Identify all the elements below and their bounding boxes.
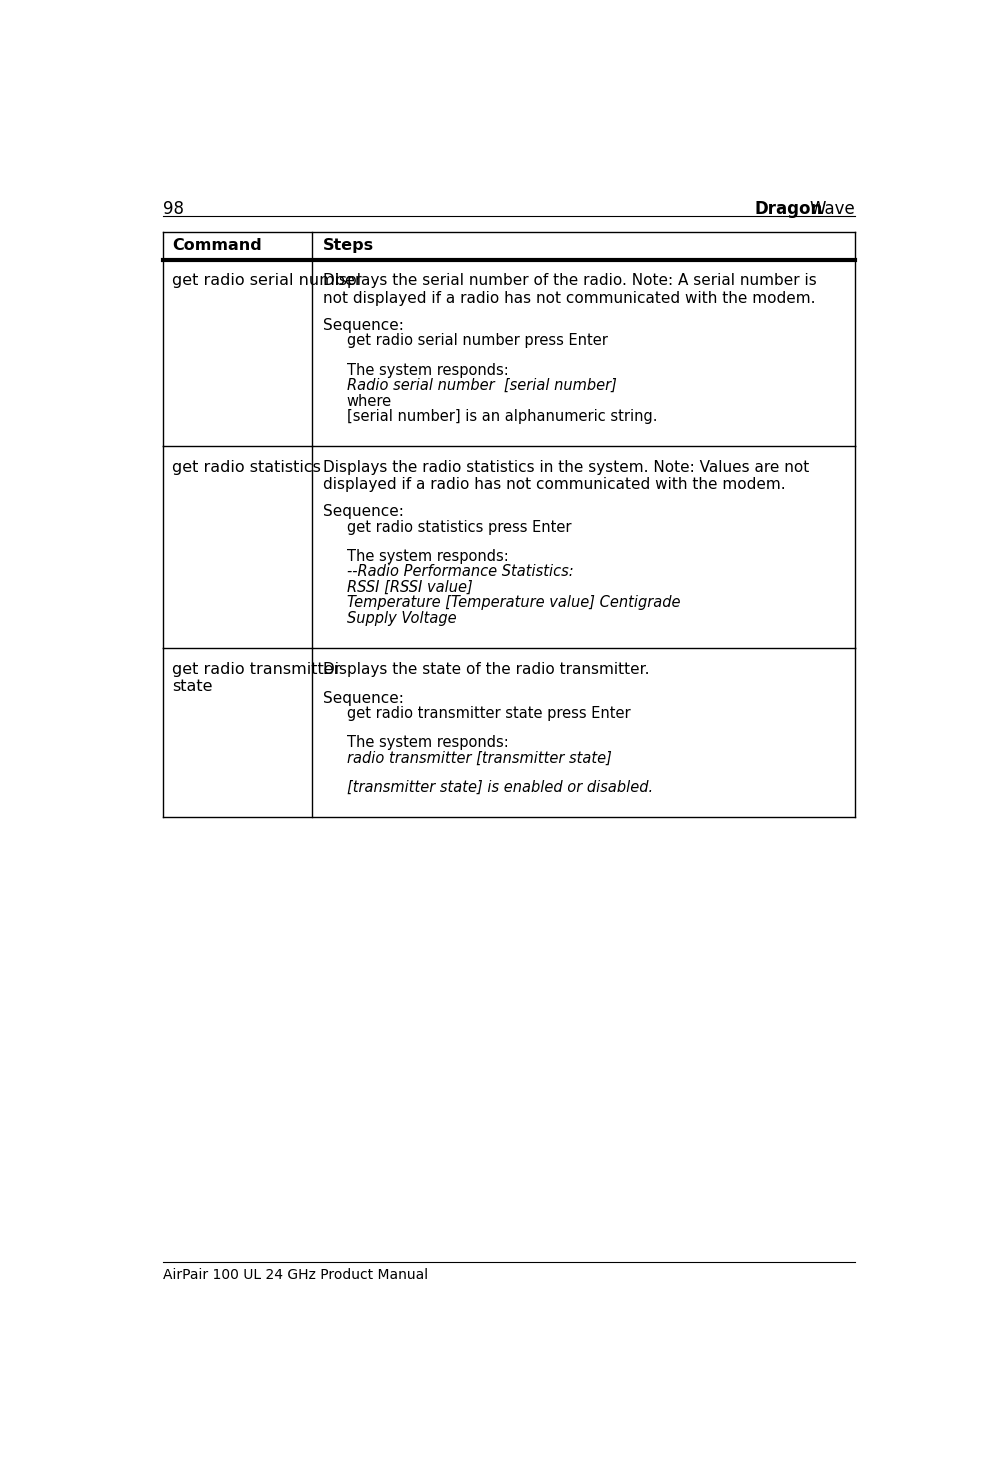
Text: Radio serial number  [serial number]: Radio serial number [serial number] [346,378,616,393]
Text: Steps: Steps [324,237,375,254]
Text: [serial number] is an alphanumeric string.: [serial number] is an alphanumeric strin… [346,409,657,424]
Text: get radio serial number press Enter: get radio serial number press Enter [346,334,607,349]
Text: Temperature [Temperature value] Centigrade: Temperature [Temperature value] Centigra… [346,595,680,611]
Text: Supply Voltage: Supply Voltage [346,611,456,626]
Text: get radio transmitter
state: get radio transmitter state [173,661,340,694]
Text: where: where [346,393,391,408]
Text: Command: Command [173,237,262,254]
Text: get radio transmitter state press Enter: get radio transmitter state press Enter [346,706,630,721]
Text: radio transmitter [transmitter state]: radio transmitter [transmitter state] [346,750,611,765]
Text: Sequence:: Sequence: [324,317,404,334]
Text: RSSI [RSSI value]: RSSI [RSSI value] [346,580,472,595]
Text: Displays the state of the radio transmitter.: Displays the state of the radio transmit… [324,661,649,676]
Text: 98: 98 [163,200,183,218]
Text: The system responds:: The system responds: [346,736,508,750]
Text: The system responds:: The system responds: [346,549,508,564]
Text: Sequence:: Sequence: [324,504,404,519]
Text: AirPair 100 UL 24 GHz Product Manual: AirPair 100 UL 24 GHz Product Manual [163,1268,428,1283]
Text: get radio statistics press Enter: get radio statistics press Enter [346,521,571,535]
Text: Wave: Wave [809,200,855,218]
Text: Dragon: Dragon [754,200,822,218]
Text: --Radio Performance Statistics:: --Radio Performance Statistics: [346,565,573,580]
Text: get radio statistics: get radio statistics [173,460,321,475]
Text: [transmitter state] is enabled or disabled.: [transmitter state] is enabled or disabl… [346,780,652,795]
Text: Sequence:: Sequence: [324,691,404,706]
Text: Displays the radio statistics in the system. Note: Values are not
displayed if a: Displays the radio statistics in the sys… [324,460,809,492]
Text: Displays the serial number of the radio. Note: A serial number is
not displayed : Displays the serial number of the radio.… [324,273,817,305]
Text: get radio serial number: get radio serial number [173,273,362,288]
Text: The system responds:: The system responds: [346,363,508,378]
